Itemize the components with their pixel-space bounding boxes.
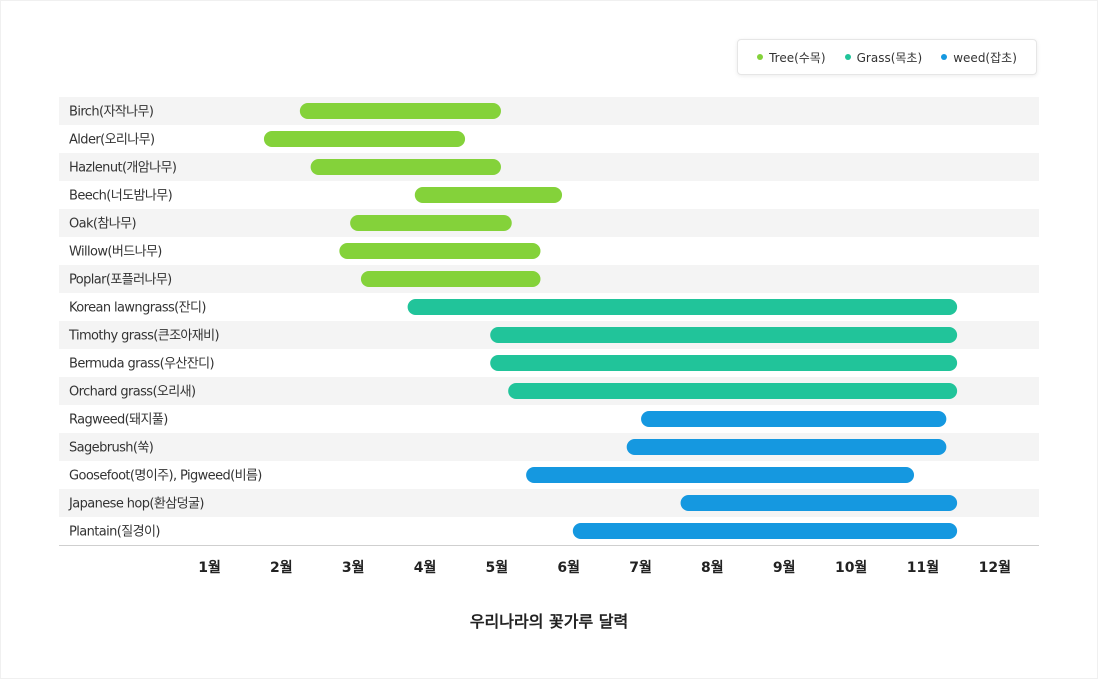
row-label: Goosefoot(명이주), Pigweed(비름) [69,469,262,484]
x-tick-label: 5월 [486,559,509,576]
row-label: Beech(너도밤나무) [69,189,172,204]
row-label: Oak(참나무) [69,217,136,232]
row-band [59,265,1039,293]
row-label: Alder(오리나무) [69,133,154,148]
row-band [59,209,1039,237]
range-bar[interactable] [339,243,541,259]
x-tick-label: 1월 [198,559,221,576]
legend-dot-grass [844,54,851,60]
range-bar[interactable] [414,187,563,203]
chart-title: 우리나라의 꽃가루 달력 [469,612,629,631]
row-label: Orchard grass(오리새) [69,385,195,400]
x-tick-label: 9월 [773,559,796,576]
chart-legend: Tree(수목) Grass(목초) weed(잡초) [737,39,1037,75]
row-band [59,153,1039,181]
range-bar[interactable] [526,467,915,483]
range-bar[interactable] [490,327,958,343]
legend-label-tree: Tree(수목) [769,50,826,65]
row-label: Plantain(질경이) [69,525,160,540]
row-label: Bermuda grass(우산잔디) [69,357,214,372]
row-label: Willow(버드나무) [69,245,162,260]
row-label: Japanese hop(환삼덩굴) [68,497,204,512]
x-tick-label: 11월 [907,559,939,576]
range-bar[interactable] [360,271,541,287]
row-label: Ragweed(돼지풀) [69,413,168,428]
range-bar[interactable] [263,131,466,147]
range-bar[interactable] [572,523,958,539]
range-bar[interactable] [299,103,501,119]
x-tick-label: 3월 [342,559,365,576]
x-tick-label: 4월 [414,559,437,576]
range-bar[interactable] [310,159,501,175]
range-bar[interactable] [626,439,947,455]
range-bar[interactable] [641,411,947,427]
legend-label-weed: weed(잡초) [953,50,1017,65]
legend-dot-weed [941,54,948,60]
row-label: Sagebrush(쑥) [69,441,153,456]
x-tick-label: 10월 [835,559,867,576]
row-label: Poplar(포플러나무) [69,273,172,288]
legend-item-grass[interactable]: Grass(목초) [844,49,923,66]
legend-item-tree[interactable]: Tree(수목) [757,49,826,66]
row-label: Korean lawngrass(잔디) [69,301,206,316]
legend-dot-tree [757,54,764,60]
range-bar[interactable] [407,299,958,315]
x-tick-label: 6월 [557,559,580,576]
row-label: Timothy grass(큰조아재비) [68,329,219,344]
row-label: Birch(자작나무) [69,105,153,120]
legend-item-weed[interactable]: weed(잡초) [941,49,1017,66]
row-band [59,97,1039,125]
x-tick-label: 7월 [629,559,652,576]
row-label: Hazlenut(개암나무) [69,161,176,176]
x-tick-label: 8월 [701,559,724,576]
x-tick-label: 12월 [979,559,1011,576]
range-bar[interactable] [680,495,958,511]
range-bar[interactable] [350,215,512,231]
range-bar[interactable] [508,383,958,399]
legend-label-grass: Grass(목초) [856,50,923,65]
range-bar[interactable] [490,355,958,371]
x-tick-label: 2월 [270,559,293,576]
